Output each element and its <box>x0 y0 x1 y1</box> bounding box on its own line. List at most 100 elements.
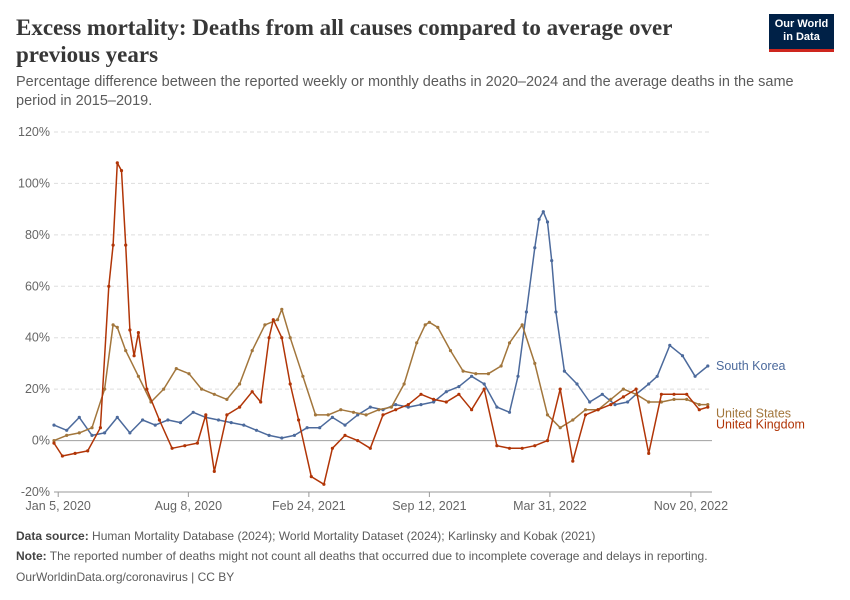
data-point <box>225 397 229 401</box>
data-point <box>52 423 56 427</box>
data-point <box>554 310 558 314</box>
data-point <box>111 323 115 327</box>
data-point <box>499 364 503 368</box>
x-tick-label: Feb 24, 2021 <box>272 499 346 513</box>
data-point <box>86 449 90 453</box>
data-point <box>364 413 368 417</box>
data-point <box>432 397 436 401</box>
data-point <box>305 426 309 430</box>
line-chart: -20% 0% 20% 40% 60% 80% 100% 120% Jan 5, 2020 Aug… <box>18 125 805 513</box>
data-point <box>313 413 318 417</box>
data-point <box>271 318 275 322</box>
legend-label-south-korea[interactable]: South Korea <box>716 359 786 373</box>
data-point <box>153 423 157 427</box>
data-point <box>647 451 651 455</box>
data-point <box>136 331 140 335</box>
data-point <box>486 372 490 376</box>
data-point <box>571 418 575 422</box>
data-point <box>470 374 474 378</box>
owid-logo[interactable]: Our World in Data <box>769 14 834 52</box>
x-tick-label: Jan 5, 2020 <box>26 499 91 513</box>
data-point <box>77 415 81 419</box>
data-point <box>571 459 575 463</box>
data-point <box>162 387 166 391</box>
data-point <box>533 246 537 250</box>
data-point <box>600 392 604 396</box>
data-point <box>685 392 689 396</box>
data-point <box>680 354 685 358</box>
chart-title: Excess mortality: Deaths from all causes… <box>16 15 672 67</box>
logo-line-2: in Data <box>783 31 820 43</box>
data-point <box>103 387 107 391</box>
data-point <box>128 431 132 435</box>
data-point <box>545 220 550 224</box>
data-point <box>98 426 102 430</box>
series-line-south-korea[interactable] <box>53 210 709 439</box>
data-point <box>145 387 149 391</box>
data-point <box>368 405 372 409</box>
data-point <box>495 405 499 409</box>
data-point <box>124 349 128 353</box>
note-text: The reported number of deaths might not … <box>49 549 708 563</box>
y-tick-label: 20% <box>25 382 50 396</box>
legend-label-united-states[interactable]: United States <box>716 407 791 421</box>
data-point <box>107 284 111 288</box>
data-point <box>343 423 347 427</box>
data-point <box>706 364 710 368</box>
data-point <box>626 400 630 404</box>
data-point <box>457 385 461 389</box>
data-point <box>444 390 448 394</box>
data-point <box>368 446 372 450</box>
data-point <box>394 403 398 407</box>
data-point <box>659 392 664 396</box>
data-point <box>533 361 537 365</box>
data-point <box>225 413 229 417</box>
data-point <box>52 439 56 443</box>
data-point <box>697 403 701 407</box>
data-point <box>229 421 233 425</box>
series-line-united-kingdom[interactable] <box>53 162 709 486</box>
data-point <box>545 413 550 417</box>
data-point <box>259 400 263 404</box>
data-point <box>267 336 271 340</box>
data-point <box>609 397 613 401</box>
data-point <box>276 318 280 322</box>
data-point <box>461 369 465 373</box>
data-point <box>356 439 360 443</box>
data-point <box>322 482 326 486</box>
data-point <box>583 413 588 417</box>
data-point <box>655 374 659 378</box>
data-point <box>280 436 284 440</box>
data-point <box>157 418 161 422</box>
data-point <box>419 403 423 407</box>
legend-label-united-kingdom[interactable]: United Kingdom <box>716 418 805 432</box>
data-point <box>558 387 562 391</box>
data-point <box>212 469 216 473</box>
data-point <box>111 243 115 247</box>
chart-subtitle: Percentage difference between the report… <box>16 74 794 109</box>
data-point <box>212 392 216 396</box>
data-point <box>621 395 626 399</box>
x-tick-label: Mar 31, 2022 <box>513 499 587 513</box>
data-point <box>520 446 524 450</box>
data-point <box>73 451 77 455</box>
data-point <box>170 446 174 450</box>
data-point <box>381 413 385 417</box>
y-tick-label: -20% <box>21 485 50 499</box>
data-point <box>103 431 107 435</box>
data-point <box>647 382 651 386</box>
data-point <box>128 328 132 332</box>
data-point <box>187 372 191 376</box>
data-point <box>119 169 124 173</box>
data-point <box>115 325 119 329</box>
data-point <box>309 475 313 479</box>
data-point <box>254 428 259 432</box>
data-point <box>697 408 701 412</box>
data-point <box>174 367 178 371</box>
data-point <box>693 374 697 378</box>
data-point <box>115 415 119 419</box>
data-point <box>634 387 638 391</box>
data-point <box>516 374 520 378</box>
credit-link[interactable]: OurWorldinData.org/coronavirus | CC BY <box>16 570 235 584</box>
data-point <box>90 433 94 437</box>
